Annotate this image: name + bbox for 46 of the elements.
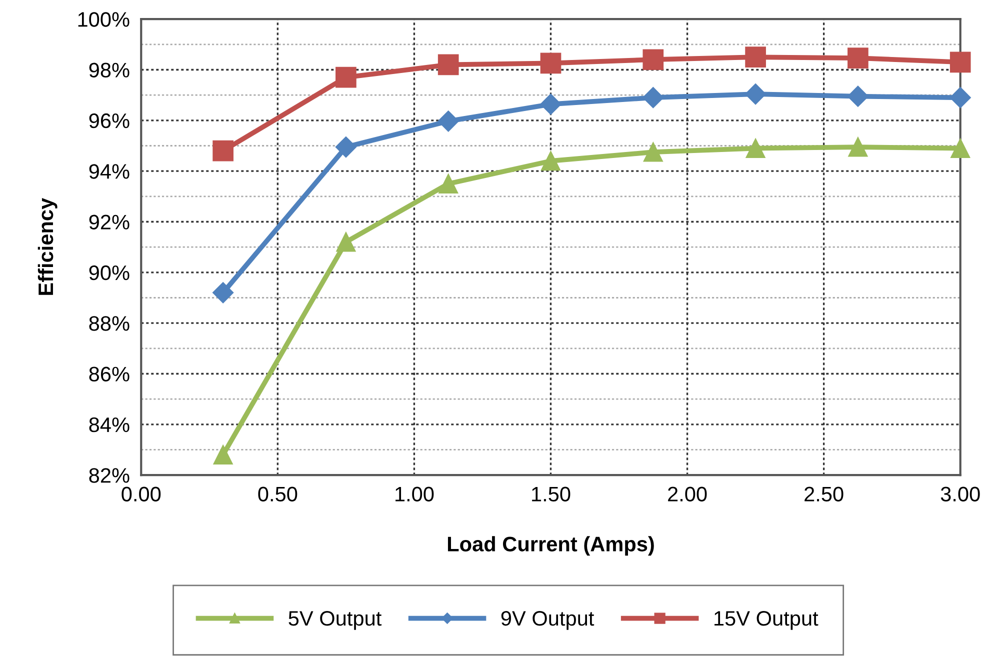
legend-label: 15V Output bbox=[714, 611, 818, 630]
point bbox=[950, 138, 970, 158]
point bbox=[746, 138, 766, 158]
point bbox=[848, 137, 868, 157]
x-tick-label: 3.00 bbox=[940, 486, 980, 502]
x-tick-label: 1.50 bbox=[532, 486, 570, 502]
y-tick-label: 100% bbox=[78, 12, 130, 27]
point bbox=[213, 445, 233, 465]
y-tick-label: 86% bbox=[89, 366, 130, 382]
x-tick-label: 0.00 bbox=[122, 486, 161, 502]
y-tick-label: 96% bbox=[89, 113, 130, 128]
point bbox=[643, 142, 663, 162]
point bbox=[335, 136, 356, 158]
point bbox=[847, 86, 868, 107]
y-tick-label: 82% bbox=[89, 468, 130, 483]
y-tick-label: 98% bbox=[89, 62, 130, 78]
legend-label: 9V Output bbox=[501, 611, 594, 630]
y-tick-label: 88% bbox=[89, 316, 130, 331]
y-tick-label: 94% bbox=[89, 164, 130, 179]
point bbox=[212, 140, 234, 162]
point bbox=[212, 282, 234, 304]
point bbox=[438, 110, 459, 132]
x-tick-label: 0.50 bbox=[258, 486, 298, 502]
point bbox=[745, 46, 766, 68]
point bbox=[541, 151, 560, 171]
point bbox=[438, 54, 459, 76]
point bbox=[848, 48, 868, 69]
point bbox=[336, 66, 356, 88]
x-tick-label: 2.00 bbox=[668, 486, 707, 502]
point bbox=[745, 84, 766, 105]
point bbox=[540, 94, 562, 115]
point bbox=[540, 52, 562, 74]
y-tick-label: 92% bbox=[89, 214, 130, 230]
point bbox=[336, 232, 356, 252]
x-tick-label: 1.00 bbox=[396, 486, 434, 502]
point bbox=[642, 87, 664, 108]
y-tick-label: 90% bbox=[89, 265, 130, 280]
y-axis-title: Efficiency bbox=[38, 198, 58, 295]
y-tick-label: 84% bbox=[89, 417, 130, 432]
x-tick-label: 2.50 bbox=[804, 486, 844, 502]
point bbox=[950, 87, 971, 108]
point bbox=[438, 174, 458, 194]
legend-label: 5V Output bbox=[288, 611, 382, 630]
point bbox=[642, 49, 664, 70]
x-axis-title: Load Current (Amps) bbox=[448, 536, 654, 556]
point bbox=[950, 52, 971, 73]
